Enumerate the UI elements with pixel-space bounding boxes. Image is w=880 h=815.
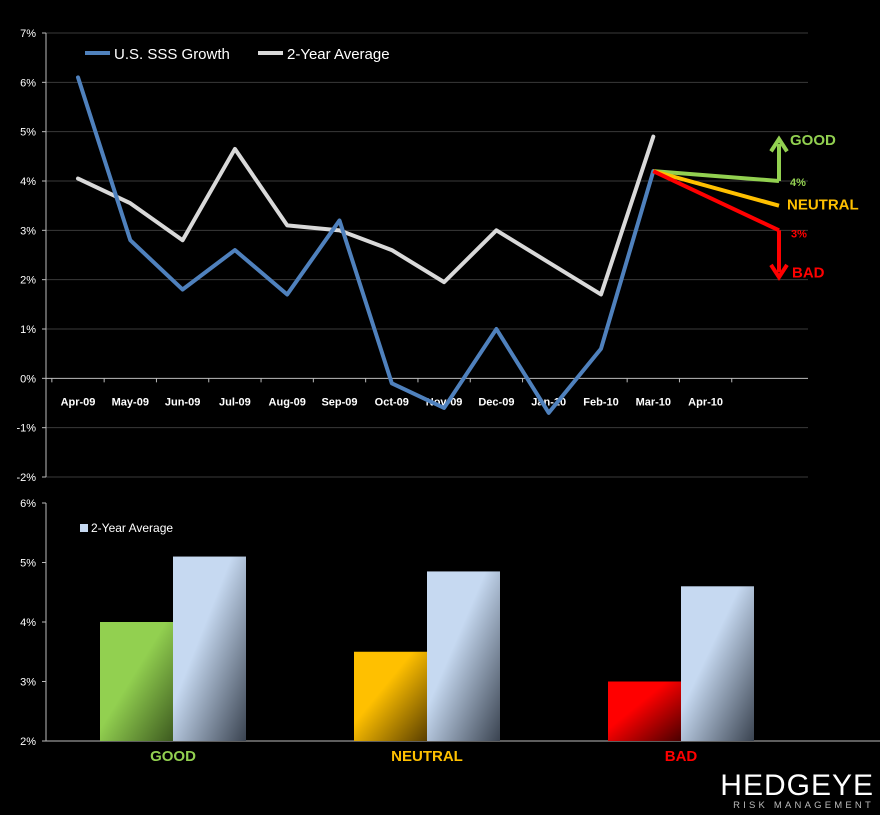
top-chart-series [76, 75, 656, 415]
legend-label-avg: 2-Year Average [287, 46, 390, 63]
top-chart-axes [45, 33, 808, 477]
top-x-tick-label: Jun-09 [165, 396, 200, 408]
bottom-legend: 2-Year Average [80, 521, 173, 535]
projection-good-label: GOOD [790, 132, 836, 149]
projection-neutral-line [652, 169, 780, 208]
top-y-tick-label: 6% [20, 77, 36, 89]
top-y-tick-label: 7% [20, 28, 36, 40]
top-x-tick-label: Feb-10 [583, 396, 618, 408]
bar-neutral-2yr-average [427, 571, 500, 741]
top-x-tick-label: Apr-09 [61, 396, 96, 408]
bar-good-2yr-average [173, 556, 246, 741]
line-series-2yr-average [76, 134, 656, 297]
bottom-chart-bars [100, 556, 754, 741]
top-x-tick-label: Apr-10 [688, 396, 723, 408]
top-chart-gridlines [42, 32, 808, 478]
projection-good-arrowhead [769, 135, 789, 153]
top-x-tick-label: Aug-09 [269, 396, 306, 408]
top-y-tick-label: 3% [20, 225, 36, 237]
top-chart-projections: GOOD 4% NEUTRAL 3% BAD [652, 132, 859, 281]
bottom-y-tick-label: 3% [20, 677, 36, 689]
projection-bad-label: BAD [792, 264, 825, 281]
projection-bad-value: 3% [791, 228, 807, 240]
legend-swatch-avg-bar [80, 524, 88, 532]
bar-category-label-good: GOOD [150, 748, 196, 765]
projection-neutral-label: NEUTRAL [787, 197, 859, 214]
top-y-tick-label: -1% [16, 423, 36, 435]
bar-bad-2yr-average [681, 586, 754, 741]
bar-neutral-sss [354, 651, 427, 741]
top-y-tick-label: 5% [20, 127, 36, 139]
top-y-tick-label: 0% [20, 373, 36, 385]
bar-bad-sss [608, 681, 681, 741]
projection-bad-line [652, 169, 780, 233]
projection-bad-arrowhead [769, 263, 789, 281]
top-x-tick-label: Mar-10 [636, 396, 671, 408]
line-series-sss-growth [76, 75, 656, 415]
projection-good-value: 4% [790, 177, 806, 189]
top-x-tick-label: Jul-09 [219, 396, 251, 408]
top-x-tick-label: Dec-09 [478, 396, 514, 408]
bottom-y-tick-label: 5% [20, 558, 36, 570]
top-x-tick-label: Sep-09 [321, 396, 357, 408]
top-chart-y-tick-labels: -2% -1% 0% 1% 2% 3% 4% 5% 6% 7% [16, 28, 36, 484]
top-y-tick-label: 4% [20, 176, 36, 188]
top-chart-x-tick-labels: Apr-09 May-09 Jun-09 Jul-09 Aug-09 Sep-09 Oct-… [61, 396, 723, 408]
bar-category-label-bad: BAD [665, 748, 698, 765]
top-y-tick-label: 2% [20, 275, 36, 287]
hedgeye-logo: HEDGEYE RISK MANAGEMENT [720, 771, 874, 811]
bottom-y-tick-label: 4% [20, 617, 36, 629]
bottom-chart-category-labels: GOOD NEUTRAL BAD [150, 748, 697, 765]
bottom-y-tick-label: 2% [20, 736, 36, 748]
top-legend: U.S. SSS Growth 2-Year Average [85, 46, 390, 63]
legend-label-sss: U.S. SSS Growth [114, 46, 230, 63]
projection-good-line [653, 169, 780, 183]
top-x-tick-label: Oct-09 [375, 396, 409, 408]
logo-sub-text: RISK MANAGEMENT [733, 800, 874, 811]
bottom-chart-y-tick-labels: 2% 3% 4% 5% 6% [20, 498, 36, 748]
bar-good-sss [100, 622, 173, 741]
top-y-tick-label: -2% [16, 472, 36, 484]
bottom-y-tick-label: 6% [20, 498, 36, 510]
top-x-tick-label: May-09 [112, 396, 149, 408]
top-y-tick-label: 1% [20, 324, 36, 336]
logo-main-text: HEDGEYE [720, 769, 874, 802]
bar-category-label-neutral: NEUTRAL [391, 748, 463, 765]
legend-label-avg-bar: 2-Year Average [91, 521, 173, 535]
